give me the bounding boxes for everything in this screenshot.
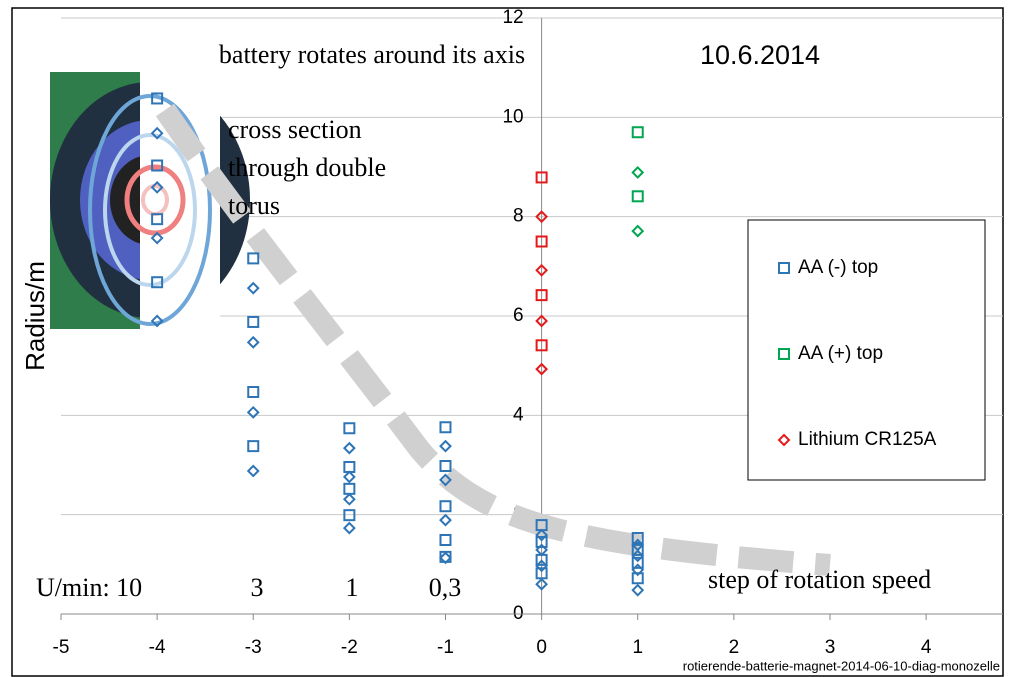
x-tick-label: 3 [825, 637, 836, 658]
x-tick-label: 4 [921, 637, 932, 658]
chart-title: battery rotates around its axis [219, 40, 525, 69]
chart: 024681012-5-4-3-2-101234 battery rotates… [0, 0, 1011, 677]
note-line: torus [228, 191, 280, 220]
y-tick-label: 6 [513, 305, 524, 326]
y-tick-label: 10 [502, 106, 523, 127]
y-axis-label: Radius/m [20, 261, 50, 371]
legend-label: AA (+) top [798, 343, 883, 364]
speed-label: 3 [251, 573, 264, 602]
page: 024681012-5-4-3-2-101234 battery rotates… [0, 0, 1011, 677]
x-tick-label: -4 [149, 637, 166, 658]
x-tick-label: -1 [437, 637, 454, 658]
y-tick-label: 4 [513, 404, 524, 425]
x-tick-label: 0 [536, 637, 547, 658]
y-tick-label: 12 [502, 7, 523, 28]
speed-label: 1 [346, 573, 359, 602]
x-tick-label: -2 [341, 637, 358, 658]
x-tick-label: 1 [632, 637, 643, 658]
y-tick-label: 8 [513, 206, 524, 227]
note-line: through double [228, 153, 386, 182]
x-tick-label: -3 [245, 637, 262, 658]
x-tick-label: -5 [53, 637, 70, 658]
legend-label: AA (-) top [798, 257, 878, 278]
date-label: 10.6.2014 [700, 40, 820, 70]
note-line: cross section [228, 115, 362, 144]
x-tick-label: 2 [729, 637, 740, 658]
speed-label: U/min: 10 [36, 573, 142, 602]
speed-label: 0,3 [429, 573, 462, 602]
footer: rotierende-batterie-magnet-2014-06-10-di… [683, 658, 1000, 673]
legend-label: Lithium CR125A [798, 429, 937, 450]
trend-label: step of rotation speed [708, 565, 931, 594]
